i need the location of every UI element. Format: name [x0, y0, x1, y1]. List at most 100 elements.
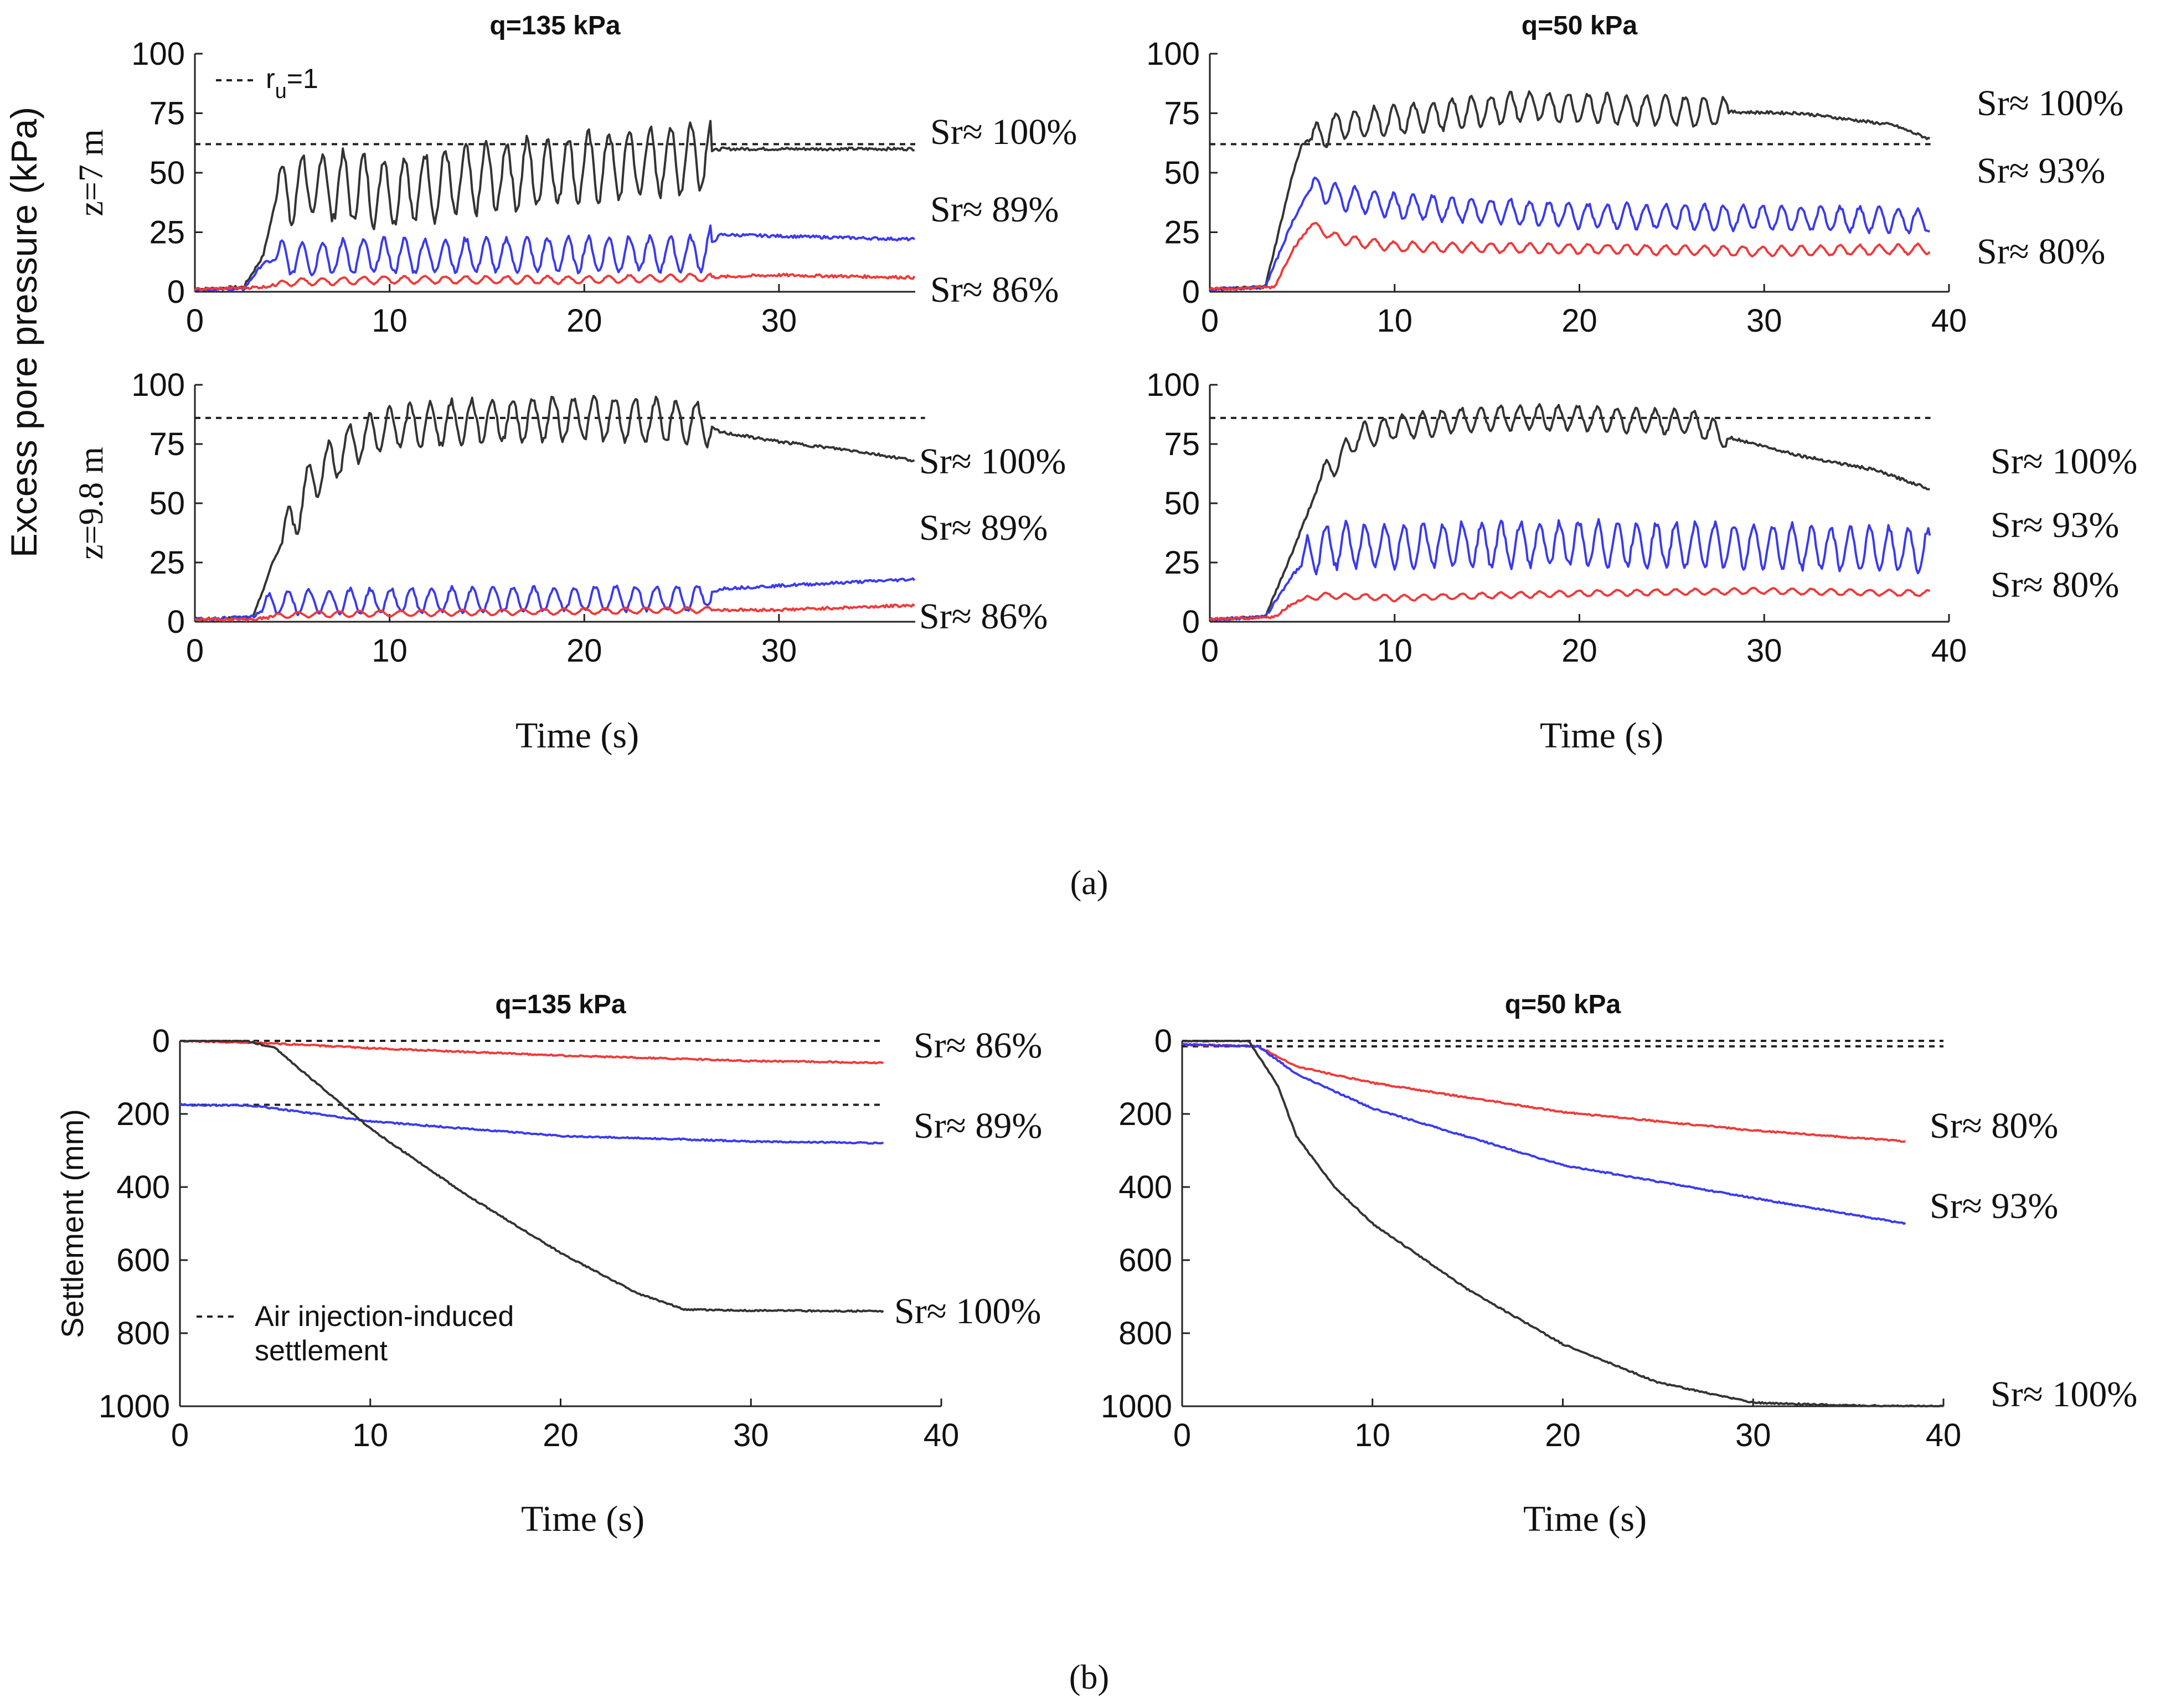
y-tick-label: 25	[149, 545, 185, 581]
y-tick-label: 600	[116, 1242, 170, 1278]
x-tick-label: 0	[1173, 1417, 1191, 1453]
series-label: Sr≈ 86%	[930, 270, 1059, 310]
y-tick-label: 25	[1164, 545, 1200, 581]
y-tick-label: 1000	[99, 1389, 170, 1425]
x-axis-label: Time (s)	[1540, 715, 1663, 756]
x-tick-label: 30	[761, 633, 797, 669]
x-tick-label: 40	[1931, 303, 1967, 339]
x-tick-label: 30	[1746, 303, 1782, 339]
legend-label: ru=1	[266, 63, 318, 103]
series-line	[180, 1040, 884, 1313]
y-tick-label: 75	[1164, 426, 1200, 462]
series-line	[1209, 90, 1931, 291]
series-line	[194, 603, 915, 622]
series-label: Sr≈ 80%	[1930, 1106, 2058, 1146]
y-tick-label: 0	[1154, 1023, 1172, 1059]
y-tick-label: 50	[149, 155, 185, 191]
x-tick-label: 0	[186, 303, 204, 339]
x-tick-label: 40	[924, 1417, 960, 1453]
y-tick-label: 800	[116, 1315, 170, 1351]
y-tick-label: 400	[116, 1169, 170, 1205]
series-label: Sr≈ 86%	[919, 596, 1048, 637]
y-tick-label: 100	[1146, 36, 1200, 72]
x-tick-label: 0	[1201, 633, 1219, 669]
x-tick-label: 40	[1926, 1417, 1962, 1453]
x-tick-label: 10	[372, 633, 408, 669]
series-label: Sr≈ 80%	[1991, 565, 2119, 605]
x-tick-label: 40	[1931, 633, 1967, 669]
series-line	[179, 1040, 884, 1065]
y-tick-label: 200	[1118, 1096, 1172, 1132]
series-label: Sr≈ 100%	[1991, 1374, 2137, 1415]
series-label: Sr≈ 89%	[930, 189, 1059, 230]
x-tick-label: 30	[1735, 1417, 1771, 1453]
x-tick-label: 10	[1376, 633, 1412, 669]
x-tick-label: 10	[372, 303, 408, 339]
y-tick-label: 0	[1182, 604, 1200, 640]
chart-title: q=50 kPa	[1522, 11, 1638, 40]
y-tick-label: 50	[1164, 486, 1200, 522]
chart-title: q=135 kPa	[495, 990, 626, 1019]
y-tick-label: 0	[1182, 274, 1200, 310]
y-tick-label: 100	[131, 36, 185, 72]
series-label: Sr≈ 100%	[1977, 83, 2123, 123]
x-axis-label: Time (s)	[515, 715, 639, 756]
series-line	[194, 272, 916, 292]
x-tick-label: 30	[1746, 633, 1782, 669]
caption-b: (b)	[1069, 1659, 1109, 1696]
shared-ylabel: Excess pore pressure (kPa)	[3, 107, 44, 558]
series-label: Sr≈ 89%	[914, 1106, 1042, 1146]
series-line	[1209, 403, 1930, 622]
x-tick-label: 10	[352, 1417, 388, 1453]
x-tick-label: 20	[543, 1417, 579, 1453]
series-line	[1209, 176, 1930, 292]
x-tick-label: 0	[186, 633, 204, 669]
x-tick-label: 30	[733, 1417, 769, 1453]
series-label: Sr≈ 89%	[919, 508, 1048, 548]
x-tick-label: 20	[566, 633, 602, 669]
series-line	[194, 224, 916, 292]
y-axis-label: Settlement (mm)	[55, 1109, 90, 1338]
series-line	[194, 120, 915, 292]
x-axis-label: Time (s)	[521, 1499, 644, 1539]
series-line	[194, 395, 915, 622]
x-tick-label: 20	[1545, 1417, 1581, 1453]
y-tick-label: 400	[1118, 1169, 1172, 1205]
y-tick-label: 100	[131, 367, 185, 403]
y-axis-label: z=7 m	[73, 129, 110, 216]
series-label: Sr≈ 93%	[1977, 151, 2105, 191]
y-tick-label: 600	[1118, 1242, 1172, 1278]
series-line	[1209, 518, 1931, 622]
chart-a1: 0 25 50 75 100 0 10 20 30 q=135 kPa z=7 m ru=1 Sr≈ 1…	[73, 11, 1077, 339]
series-line	[1182, 1040, 1944, 1407]
y-tick-label: 25	[1164, 215, 1200, 251]
y-tick-label: 75	[149, 96, 185, 132]
chart-a2: 0 25 50 75 100 0 10 20 30 40 q=50 kPa Sr≈ 100% Sr≈ 9…	[1146, 11, 2123, 339]
x-tick-label: 0	[1201, 303, 1219, 339]
x-tick-label: 20	[1561, 633, 1597, 669]
y-tick-label: 100	[1146, 367, 1200, 403]
x-axis-label: Time (s)	[1523, 1499, 1647, 1539]
y-axis-label: z=9.8 m	[73, 447, 110, 560]
series-line	[194, 577, 916, 622]
caption-a: (a)	[1070, 864, 1108, 902]
series-label: Sr≈ 100%	[919, 441, 1066, 482]
y-tick-label: 0	[152, 1023, 170, 1059]
series-label: Sr≈ 100%	[930, 112, 1077, 152]
series-line	[1209, 221, 1931, 291]
x-tick-label: 10	[1354, 1417, 1390, 1453]
chart-title: q=50 kPa	[1505, 990, 1621, 1019]
series-label: Sr≈ 80%	[1977, 231, 2105, 272]
series-line	[1182, 1043, 1906, 1143]
x-tick-label: 30	[761, 303, 797, 339]
y-tick-label: 50	[1164, 155, 1200, 191]
y-tick-label: 200	[116, 1096, 170, 1132]
legend-label: Air injection-induced settlement	[255, 1301, 514, 1367]
series-line	[1182, 1043, 1906, 1225]
y-tick-label: 800	[1118, 1315, 1172, 1351]
series-label: Sr≈ 93%	[1991, 505, 2119, 545]
